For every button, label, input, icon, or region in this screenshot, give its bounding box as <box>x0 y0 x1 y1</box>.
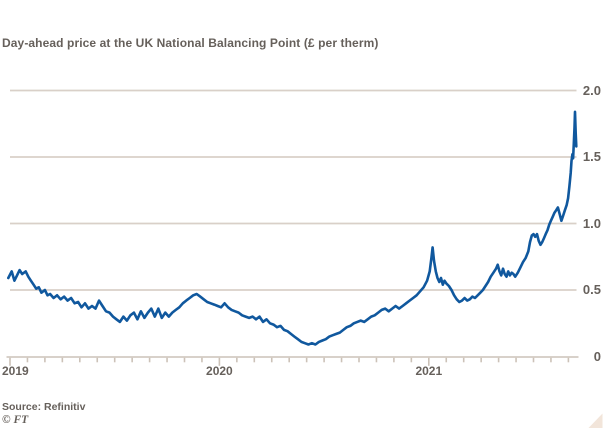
y-axis-label: 0 <box>593 348 601 364</box>
x-axis-year-label: 2020 <box>206 364 233 378</box>
y-axis-label: 2.0 <box>582 82 601 98</box>
x-axis-year-label: 2021 <box>415 364 443 378</box>
source-note: Source: Refinitiv <box>2 401 86 413</box>
y-axis-label: 1.0 <box>582 215 601 231</box>
price-line <box>7 110 578 346</box>
ft-credit: © FT <box>2 414 29 426</box>
x-axis-year-label: 2019 <box>2 364 29 378</box>
chart-title: Day-ahead price at the UK National Balan… <box>2 36 379 50</box>
y-axis-label: 1.5 <box>582 149 601 164</box>
y-axis-label: 0.5 <box>582 282 601 297</box>
corner-triangle <box>588 413 603 428</box>
